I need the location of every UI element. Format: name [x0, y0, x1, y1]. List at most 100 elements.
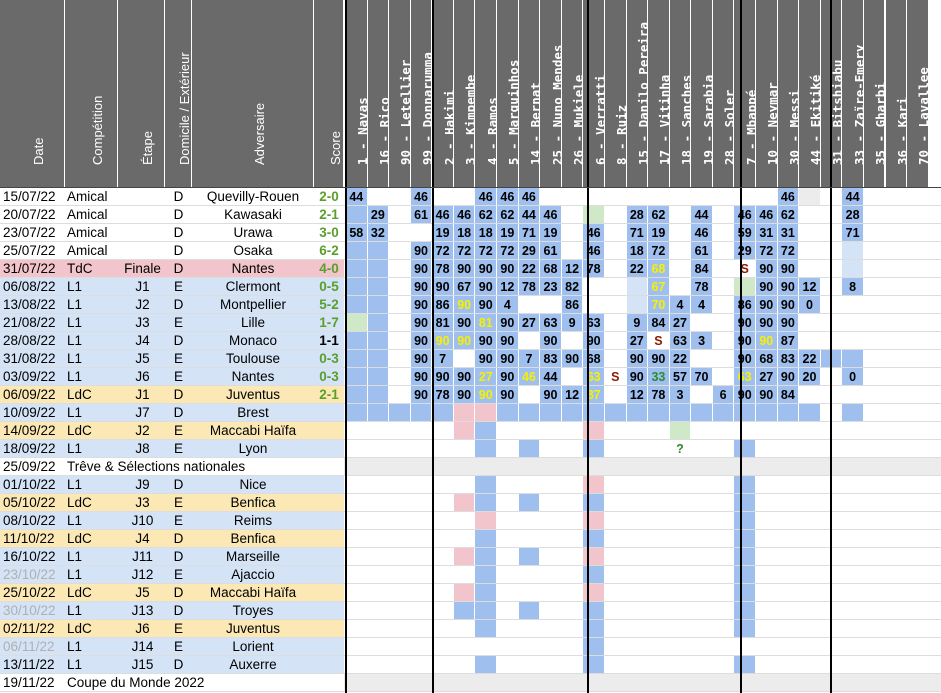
player-minutes-cell[interactable] [346, 638, 367, 655]
player-minutes-cell[interactable]: 12 [497, 278, 518, 295]
player-minutes-cell[interactable] [368, 476, 389, 493]
player-minutes-cell[interactable] [864, 296, 885, 313]
column-header-player[interactable]: 5 - Marquinhos [497, 0, 521, 187]
player-minutes-cell[interactable]: 22 [669, 350, 691, 367]
player-minutes-cell[interactable] [627, 548, 648, 565]
player-minutes-cell[interactable] [648, 440, 669, 457]
player-minutes-cell[interactable] [734, 512, 756, 529]
player-minutes-cell[interactable] [627, 494, 648, 511]
player-minutes-cell[interactable] [691, 422, 712, 439]
player-minutes-cell[interactable] [346, 548, 367, 565]
player-minutes-cell[interactable] [389, 494, 410, 511]
player-minutes-cell[interactable]: 18 [626, 242, 648, 259]
player-minutes-cell[interactable] [453, 422, 475, 439]
player-minutes-cell[interactable] [713, 188, 734, 205]
player-minutes-cell[interactable] [562, 512, 583, 529]
player-minutes-cell[interactable] [432, 656, 453, 673]
player-minutes-cell[interactable] [648, 620, 669, 637]
player-minutes-cell[interactable] [907, 404, 928, 421]
player-minutes-cell[interactable]: 68 [648, 260, 669, 277]
player-minutes-cell[interactable] [799, 656, 820, 673]
player-minutes-cell[interactable] [368, 602, 389, 619]
player-minutes-cell[interactable]: 19 [648, 224, 669, 241]
player-minutes-cell[interactable] [691, 638, 712, 655]
player-minutes-cell[interactable] [475, 512, 497, 529]
column-header-player[interactable]: 35 - Gharbi [863, 0, 888, 187]
player-minutes-cell[interactable] [799, 314, 820, 331]
player-minutes-cell[interactable]: 58 [346, 224, 367, 241]
column-header-player[interactable]: 26 - Mukiele [561, 0, 586, 187]
column-header-player[interactable]: 4 - Ramos [475, 0, 500, 187]
player-minutes-cell[interactable] [475, 548, 497, 565]
player-minutes-cell[interactable] [540, 440, 561, 457]
player-minutes-cell[interactable] [648, 584, 669, 601]
player-minutes-cell[interactable] [886, 350, 907, 367]
player-minutes-cell[interactable] [799, 440, 820, 457]
player-minutes-cell[interactable] [670, 188, 691, 205]
player-minutes-cell[interactable] [799, 206, 820, 223]
player-minutes-cell[interactable]: 90 [561, 350, 583, 367]
player-minutes-cell[interactable] [886, 206, 907, 223]
player-minutes-cell[interactable]: 90 [410, 332, 432, 349]
match-row[interactable]: 23/07/22 Amical D Urawa 3-0 58 32 19 18 18 19 71 19 4… [0, 224, 941, 242]
player-minutes-cell[interactable] [842, 440, 863, 457]
player-minutes-cell[interactable] [540, 602, 561, 619]
player-minutes-cell[interactable]: 46 [540, 206, 561, 223]
player-minutes-cell[interactable] [842, 296, 863, 313]
player-minutes-cell[interactable] [562, 188, 583, 205]
player-minutes-cell[interactable] [519, 530, 540, 547]
player-minutes-cell[interactable] [842, 350, 863, 367]
player-minutes-cell[interactable] [670, 602, 691, 619]
match-row[interactable]: 31/07/22 TdC Finale D Nantes 4-0 90 78 90 90 90 22 6… [0, 260, 941, 278]
player-minutes-cell[interactable] [713, 638, 734, 655]
player-minutes-cell[interactable] [842, 476, 863, 493]
column-header-player[interactable]: 15 - Danilo Pereira [626, 0, 651, 187]
player-minutes-cell[interactable]: 90 [734, 350, 756, 367]
player-minutes-cell[interactable] [454, 350, 475, 367]
player-minutes-cell[interactable]: 90 [756, 296, 777, 313]
player-minutes-cell[interactable] [713, 314, 734, 331]
player-minutes-cell[interactable] [562, 476, 583, 493]
column-header-player[interactable]: 16 - Rico [367, 0, 392, 187]
player-minutes-cell[interactable] [627, 656, 648, 673]
match-row[interactable]: 28/08/22 L1 J4 D Monaco 1-1 90 90 90 90 90 90 90 27 S 6… [0, 332, 941, 350]
player-minutes-cell[interactable] [842, 332, 863, 349]
player-minutes-cell[interactable] [734, 188, 755, 205]
player-minutes-cell[interactable] [886, 638, 907, 655]
player-minutes-cell[interactable]: 44 [518, 206, 540, 223]
player-minutes-cell[interactable]: 31 [756, 224, 777, 241]
column-header-player[interactable]: 36 - Kari [885, 0, 910, 187]
player-minutes-cell[interactable] [648, 530, 669, 547]
player-minutes-cell[interactable] [368, 512, 389, 529]
player-minutes-cell[interactable]: 9 [626, 314, 648, 331]
match-row[interactable]: 18/09/22 L1 J8 E Lyon? [0, 440, 941, 458]
player-minutes-cell[interactable]: 78 [432, 386, 453, 403]
player-minutes-cell[interactable]: 6 [712, 386, 734, 403]
player-minutes-cell[interactable]: 90 [475, 278, 497, 295]
player-minutes-cell[interactable] [886, 548, 907, 565]
player-minutes-cell[interactable] [561, 404, 583, 421]
player-minutes-cell[interactable] [778, 584, 799, 601]
player-minutes-cell[interactable] [519, 476, 540, 493]
player-minutes-cell[interactable] [389, 512, 410, 529]
player-minutes-cell[interactable] [648, 566, 669, 583]
player-minutes-cell[interactable] [799, 602, 820, 619]
player-minutes-cell[interactable]: 63 [734, 368, 756, 385]
player-minutes-cell[interactable] [799, 494, 820, 511]
player-minutes-cell[interactable] [691, 566, 712, 583]
player-minutes-cell[interactable]: 28 [626, 206, 648, 223]
player-minutes-cell[interactable]: 70 [648, 296, 669, 313]
player-minutes-cell[interactable]: 67 [648, 278, 669, 295]
player-minutes-cell[interactable] [389, 224, 410, 241]
player-minutes-cell[interactable]: 90 [626, 350, 648, 367]
player-minutes-cell[interactable] [368, 548, 389, 565]
player-minutes-cell[interactable] [734, 278, 756, 295]
column-header-player[interactable]: 8 - Ruiz [604, 0, 629, 187]
player-minutes-cell[interactable]: 7 [432, 350, 453, 367]
match-row[interactable]: 14/09/22 LdC J2 E Maccabi Haïfa [0, 422, 941, 440]
player-minutes-cell[interactable]: 87 [777, 332, 799, 349]
player-minutes-cell[interactable]: 83 [540, 350, 561, 367]
player-minutes-cell[interactable] [454, 476, 475, 493]
player-minutes-cell[interactable] [886, 278, 907, 295]
player-minutes-cell[interactable]: 90 [734, 314, 756, 331]
